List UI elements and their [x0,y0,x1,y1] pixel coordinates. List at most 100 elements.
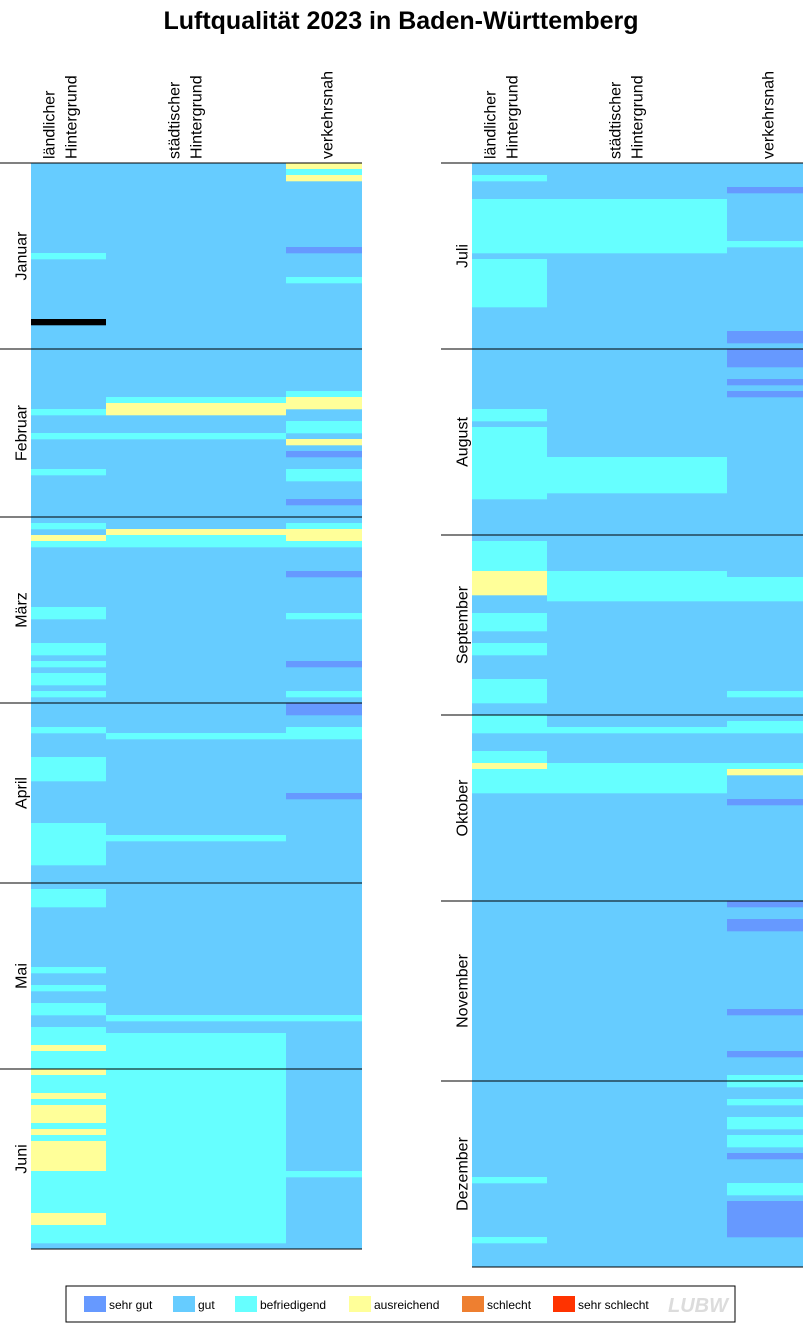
heatmap-cell [472,679,547,686]
heatmap-cell [286,427,362,434]
legend-label: gut [198,1298,215,1312]
month-label: Oktober [455,779,472,837]
heatmap-cell [31,253,106,260]
heatmap-cell [547,781,727,788]
heatmap-cell [286,793,362,800]
heatmap-cell [31,727,106,734]
heatmap-cell [31,1039,106,1046]
heatmap-cell [31,1159,106,1166]
heatmap-cell [286,397,362,404]
month-mai: Mai [14,883,362,1070]
heatmap-cell [286,523,362,530]
heatmap-cell [472,463,547,470]
heatmap-cell [31,763,106,770]
column-label-2-line-1: städtischer [167,81,184,159]
heatmap-cell [727,769,803,776]
panel-left: ländlicher Hintergrund städtischer Hintergr… [0,71,362,1250]
heatmap-cell [106,535,286,542]
heatmap-cell [727,1207,803,1214]
heatmap-cell [106,1045,286,1052]
heatmap-cell [106,541,286,548]
heatmap-cell [286,1171,362,1178]
heatmap-cell [31,1129,106,1136]
legend-swatch [349,1296,371,1312]
heatmap-cell [31,823,106,830]
heatmap-cell [472,175,547,182]
heatmap-cell [106,1159,286,1166]
heatmap-cell [472,649,547,656]
heatmap-cell [286,703,362,710]
heatmap-cell [286,541,362,548]
heatmap-cell [31,1075,106,1082]
column-background [106,703,286,883]
heatmap-cell [106,1201,286,1208]
heatmap-cell [31,1135,106,1142]
heatmap-cell [106,1123,286,1130]
heatmap-cell [472,271,547,278]
heatmap-cell [727,349,803,356]
month-label: August [455,417,472,467]
heatmap-cell [106,1153,286,1160]
column-background [472,163,547,349]
heatmap-cell [472,439,547,446]
heatmap-cell [472,697,547,704]
heatmap-cell [472,715,547,722]
heatmap-cell [31,691,106,698]
heatmap-cell [727,1213,803,1220]
heatmap-cell [472,493,547,500]
heatmap-cell [472,457,547,464]
heatmap-cell [547,727,727,734]
heatmap-cell [727,1009,803,1016]
heatmap-cell [31,1189,106,1196]
heatmap-cell [547,577,727,584]
heatmap-cell [31,847,106,854]
heatmap-cell [286,451,362,458]
column-background [547,1081,727,1267]
heatmap-cell [547,217,727,224]
heatmap-cell [31,1003,106,1010]
legend-label: sehr gut [109,1298,153,1312]
heatmap-cell [727,1225,803,1232]
heatmap-cell [106,1105,286,1112]
legend-swatch [84,1296,106,1312]
heatmap-cell [31,1213,106,1220]
heatmap-cell [31,523,106,530]
heatmap-cell [547,487,727,494]
heatmap-cell [472,415,547,422]
heatmap-cell [727,355,803,362]
heatmap-cell [31,757,106,764]
heatmap-cell [472,475,547,482]
heatmap-cell [286,1015,362,1022]
legend-label: schlecht [487,1298,532,1312]
heatmap-cell [106,1057,286,1064]
month-label: Juni [14,1144,31,1173]
heatmap-cell [472,583,547,590]
heatmap-cell [31,1027,106,1034]
heatmap-cell [106,1075,286,1082]
heatmap-cell [727,1099,803,1106]
month-juni: Juni [14,1069,362,1249]
heatmap-cell [286,613,362,620]
legend-swatch [462,1296,484,1312]
heatmap-cell [547,589,727,596]
heatmap-cell [286,469,362,476]
heatmap-cell [106,1231,286,1238]
column-background [547,349,727,535]
heatmap-cell [547,469,727,476]
column-background [106,163,286,349]
heatmap-cell [106,1129,286,1136]
heatmap-cell [472,571,547,578]
heatmap-cell [547,247,727,254]
heatmap-cell [547,463,727,470]
heatmap-cell [727,763,803,770]
heatmap-cell [31,829,106,836]
heatmap-cell [472,487,547,494]
heatmap-cell [472,781,547,788]
month-august: August [455,349,803,535]
heatmap-cell [727,589,803,596]
heatmap-cell [286,163,362,170]
legend-swatch [553,1296,575,1312]
heatmap-cell [106,1117,286,1124]
heatmap-cell [31,895,106,902]
heatmap-cell [106,1051,286,1058]
